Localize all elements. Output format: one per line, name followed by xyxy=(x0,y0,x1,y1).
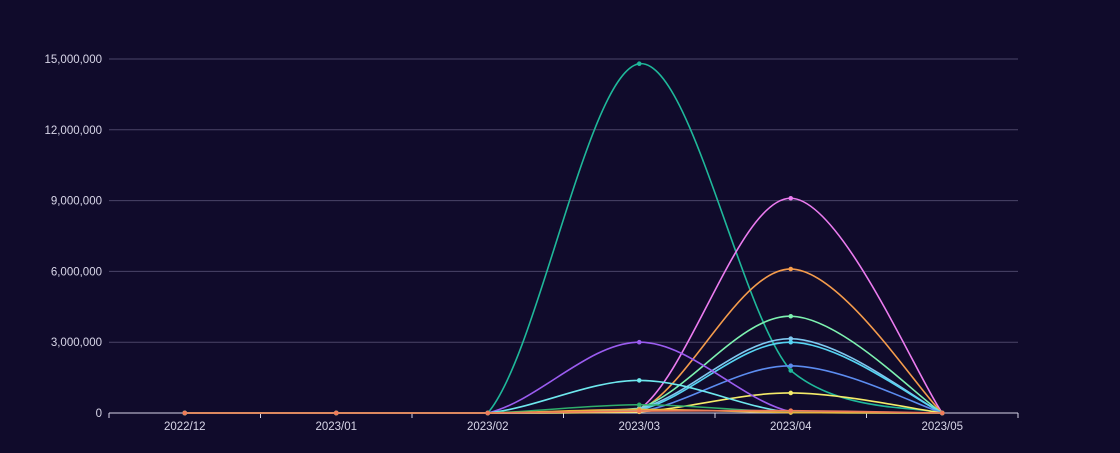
data-point xyxy=(788,390,794,396)
series-line xyxy=(184,341,943,414)
data-point xyxy=(788,363,794,369)
x-tick-label: 2023/03 xyxy=(618,421,660,433)
grid-lines xyxy=(109,58,1018,343)
data-point xyxy=(788,195,794,201)
y-tick-label: 9,000,000 xyxy=(51,196,102,208)
x-tick-label: 2023/05 xyxy=(921,421,963,433)
series-line xyxy=(184,268,943,414)
data-point xyxy=(788,313,794,319)
y-tick-label: 6,000,000 xyxy=(51,266,102,278)
y-tick-label: 12,000,000 xyxy=(44,125,102,137)
data-point xyxy=(636,408,642,414)
series-lines xyxy=(184,62,943,414)
series-line xyxy=(184,197,943,414)
data-point xyxy=(788,408,794,413)
y-tick-label: 3,000,000 xyxy=(51,337,102,349)
series-line xyxy=(184,62,943,414)
series-line xyxy=(184,409,943,414)
x-tick-label: 2023/02 xyxy=(467,421,509,433)
data-point xyxy=(636,378,642,383)
data-point xyxy=(788,339,794,345)
data-point xyxy=(788,368,794,373)
data-point xyxy=(636,339,642,345)
data-point xyxy=(182,410,188,416)
series-line xyxy=(184,392,943,414)
data-points xyxy=(182,61,945,416)
data-point xyxy=(636,402,642,408)
x-tick-label: 2023/01 xyxy=(315,421,357,433)
series-line xyxy=(184,315,943,414)
data-point xyxy=(636,61,642,67)
data-point xyxy=(788,266,794,272)
x-tick-label: 2023/04 xyxy=(770,421,812,433)
series-line xyxy=(184,341,943,414)
data-point xyxy=(939,410,945,416)
data-point xyxy=(333,410,339,416)
y-tick-label: 0 xyxy=(96,408,102,420)
x-tick-label: 2022/12 xyxy=(164,421,206,433)
y-tick-label: 15,000,000 xyxy=(44,54,102,66)
y-axis-labels: 0 3,000,000 6,000,000 9,000,000 12,000,000 15… xyxy=(44,54,102,420)
x-axis: 2022/12 2023/01 2023/02 2023/03 2023/04 2023/… xyxy=(108,412,1019,433)
data-point xyxy=(485,410,491,416)
